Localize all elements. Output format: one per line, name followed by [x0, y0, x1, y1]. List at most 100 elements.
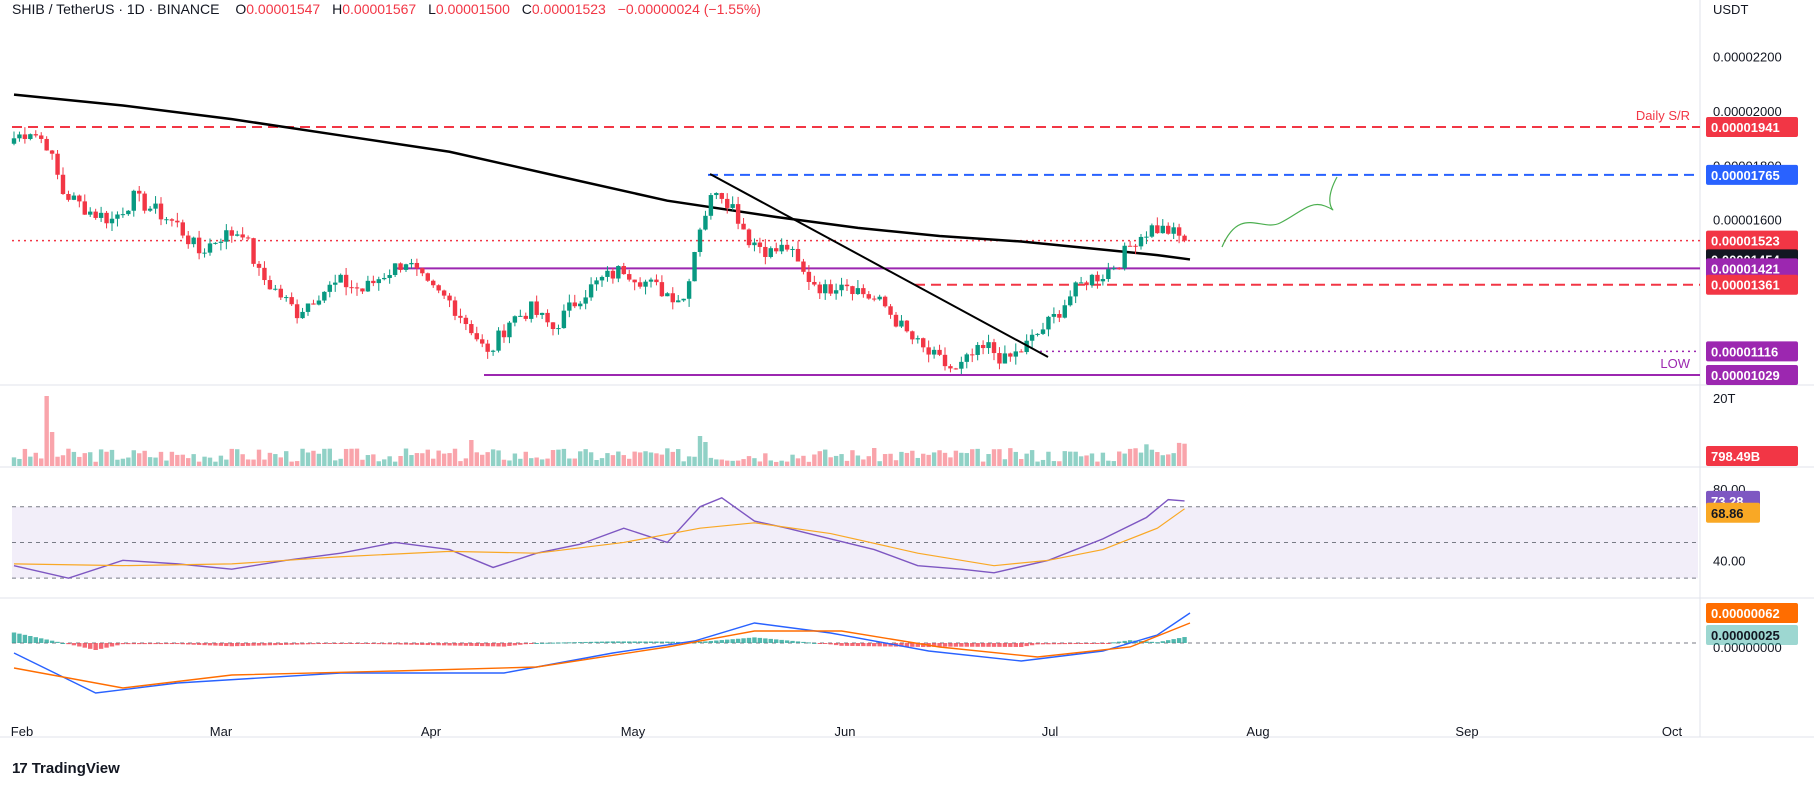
candle-body	[191, 237, 196, 245]
price-badge-label: 0.00001523	[1711, 234, 1780, 249]
candle-body	[1155, 225, 1160, 234]
candle-body	[676, 300, 681, 303]
macd-histogram-bar	[490, 643, 496, 647]
candle-body	[953, 368, 959, 370]
macd-histogram-bar	[937, 643, 942, 647]
macd-histogram-bar	[588, 641, 594, 643]
volume-bar	[371, 454, 376, 466]
macd-histogram-bar	[1008, 643, 1013, 647]
candle-body	[872, 298, 877, 300]
macd-histogram-bar	[485, 643, 490, 647]
volume-bar	[719, 459, 724, 466]
rsi-tick-label: 40.00	[1713, 553, 1746, 568]
macd-histogram-bar	[779, 639, 784, 643]
volume-bar	[1013, 451, 1018, 466]
macd-histogram-bar	[360, 643, 365, 644]
candle-body	[409, 262, 414, 265]
macd-histogram-bar	[844, 643, 850, 646]
volume-bar	[670, 451, 675, 466]
macd-histogram-bar	[469, 643, 474, 646]
volume-bar	[501, 459, 507, 466]
macd-histogram-bar	[763, 638, 768, 643]
candle-body	[137, 190, 142, 194]
macd-histogram-bar	[529, 643, 534, 644]
volume-bar	[953, 450, 959, 466]
volume-bar	[420, 453, 425, 466]
candle-body	[452, 300, 458, 316]
volume-bar	[708, 457, 714, 466]
volume-bar	[676, 449, 681, 466]
tradingview-logo[interactable]: 17 TradingView	[12, 760, 120, 777]
volume-bar	[621, 455, 626, 466]
macd-histogram-bar	[1149, 641, 1155, 643]
macd-badge	[1706, 603, 1798, 623]
candle-body	[980, 344, 986, 349]
volume-bar	[518, 458, 523, 466]
candle-body	[66, 193, 71, 200]
macd-histogram-bar	[556, 642, 561, 644]
candle-body	[300, 311, 305, 319]
volume-bar	[790, 454, 795, 466]
volume-bar	[627, 458, 632, 466]
volume-bar	[191, 454, 196, 466]
volume-bar	[1106, 460, 1111, 466]
x-tick-label: Aug	[1246, 724, 1269, 739]
candle-body	[371, 280, 376, 284]
volume-bar	[11, 457, 17, 466]
candle-body	[888, 306, 893, 315]
volume-bar	[409, 455, 414, 466]
candle-body	[1035, 333, 1040, 335]
macd-histogram-bar	[376, 643, 381, 645]
macd-histogram-bar	[518, 643, 523, 645]
macd-histogram-bar	[665, 641, 670, 643]
macd-histogram-bar	[501, 643, 507, 647]
volume-bar	[55, 456, 60, 466]
volume-bar	[1100, 452, 1106, 466]
macd-line	[13, 612, 1191, 694]
volume-bar	[844, 460, 850, 466]
volume-bar	[240, 454, 245, 466]
macd-histogram-bar	[294, 643, 300, 645]
candle-body	[262, 267, 267, 281]
macd-histogram-bar	[534, 643, 539, 644]
macd-histogram-bar	[1106, 643, 1111, 644]
macd-histogram-bar	[229, 643, 234, 647]
macd-histogram-bar	[1073, 643, 1078, 645]
macd-histogram-bar	[790, 640, 795, 643]
volume-bar	[333, 460, 338, 466]
volume-bar	[817, 451, 822, 466]
volume-bar	[872, 448, 877, 466]
volume-bar	[703, 442, 708, 466]
macd-histogram-bar	[637, 641, 643, 643]
volume-bar	[218, 455, 224, 466]
volume-bar	[545, 458, 550, 466]
candle-body	[392, 263, 398, 276]
macd-histogram-bar	[1182, 637, 1187, 643]
candle-body	[327, 284, 332, 292]
volume-bar	[1019, 459, 1024, 466]
volume-bar	[599, 458, 605, 466]
volume-bar	[850, 450, 855, 466]
volume-bar	[316, 453, 322, 466]
volume-bar	[425, 449, 430, 466]
volume-bar	[1089, 453, 1095, 466]
candle-body	[855, 288, 861, 295]
low-label: L	[428, 1, 436, 17]
volume-bar	[338, 458, 343, 466]
volume-bar	[866, 456, 871, 466]
macd-histogram-bar	[147, 643, 153, 645]
volume-bar	[490, 449, 496, 466]
macd-histogram-bar	[311, 643, 316, 645]
macd-histogram-bar	[1040, 643, 1046, 645]
candle-body	[741, 223, 746, 230]
candle-body	[49, 150, 55, 154]
candle-body	[627, 274, 632, 280]
volume-bar	[1068, 451, 1073, 466]
volume-bar	[926, 454, 931, 466]
macd-histogram-bar	[55, 641, 60, 643]
candle-body	[561, 310, 567, 329]
macd-histogram-bar	[1051, 643, 1057, 645]
volume-bar	[654, 453, 659, 466]
candle-body	[414, 262, 420, 269]
